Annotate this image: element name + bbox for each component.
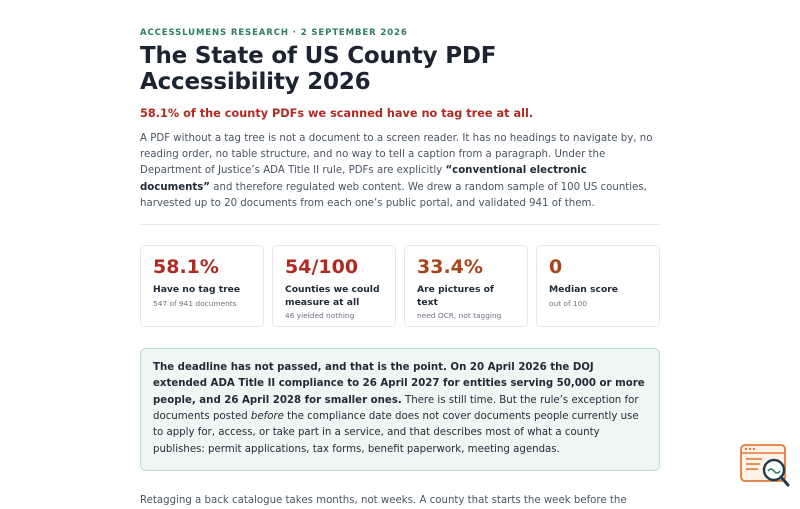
stat-value: 0: [549, 256, 563, 279]
stat-label: Are pictures of text: [417, 284, 494, 308]
callout-emphasis: before: [250, 410, 284, 422]
document-search-icon[interactable]: [740, 442, 792, 490]
stat-card-no-tag-tree: 58.1% Have no tag tree 547 of 941 docume…: [140, 245, 264, 328]
stat-value: 58.1%: [153, 256, 219, 279]
stat-label: Counties we could measure at all: [285, 284, 380, 308]
stat-value: 54/100: [285, 256, 359, 279]
stat-sub: 46 yielded nothing: [285, 311, 355, 321]
stat-card-pictures-of-text: 33.4% Are pictures of text need OCR, not…: [404, 245, 528, 328]
stat-card-median-score: 0 Median score out of 100: [536, 245, 660, 328]
stat-value: 33.4%: [417, 256, 483, 279]
stat-sub: 547 of 941 documents: [153, 298, 237, 308]
stat-label: Have no tag tree: [153, 284, 241, 296]
stat-card-counties-measured: 54/100 Counties we could measure at all …: [272, 245, 396, 328]
callout-text-2: the compliance date does not cover docum…: [153, 410, 639, 455]
callout-bold: The deadline has not passed, and that is…: [153, 362, 645, 406]
article-eyebrow: ACCESSLUMENS RESEARCH · 2 SEPTEMBER 2026: [140, 28, 408, 38]
stats-row: 58.1% Have no tag tree 547 of 941 docume…: [140, 245, 660, 328]
page-title: The State of US County PDF Accessibility…: [140, 43, 497, 95]
stat-label: Median score: [549, 284, 619, 296]
intro-paragraph: A PDF without a tag tree is not a docume…: [140, 131, 660, 212]
callout-text: The deadline has not passed, and that is…: [153, 360, 647, 458]
divider: [140, 224, 660, 226]
article: ACCESSLUMENS RESEARCH · 2 SEPTEMBER 2026…: [140, 28, 660, 509]
intro-emphasis: “conventional electronic documents”: [140, 165, 587, 193]
deadline-callout: The deadline has not passed, and that is…: [140, 348, 660, 471]
headline-finding: 58.1% of the county PDFs we scanned have…: [140, 107, 534, 120]
stat-sub: need OCR, not tagging: [417, 311, 502, 321]
intro-text-2: and therefore regulated web content. We …: [140, 181, 647, 209]
callout-text-1: There is still time. But the rule’s exce…: [153, 394, 639, 422]
stat-sub: out of 100: [549, 298, 588, 308]
intro-text-1: A PDF without a tag tree is not a docume…: [140, 133, 653, 177]
body-paragraph: Retagging a back catalogue takes months,…: [140, 494, 627, 506]
